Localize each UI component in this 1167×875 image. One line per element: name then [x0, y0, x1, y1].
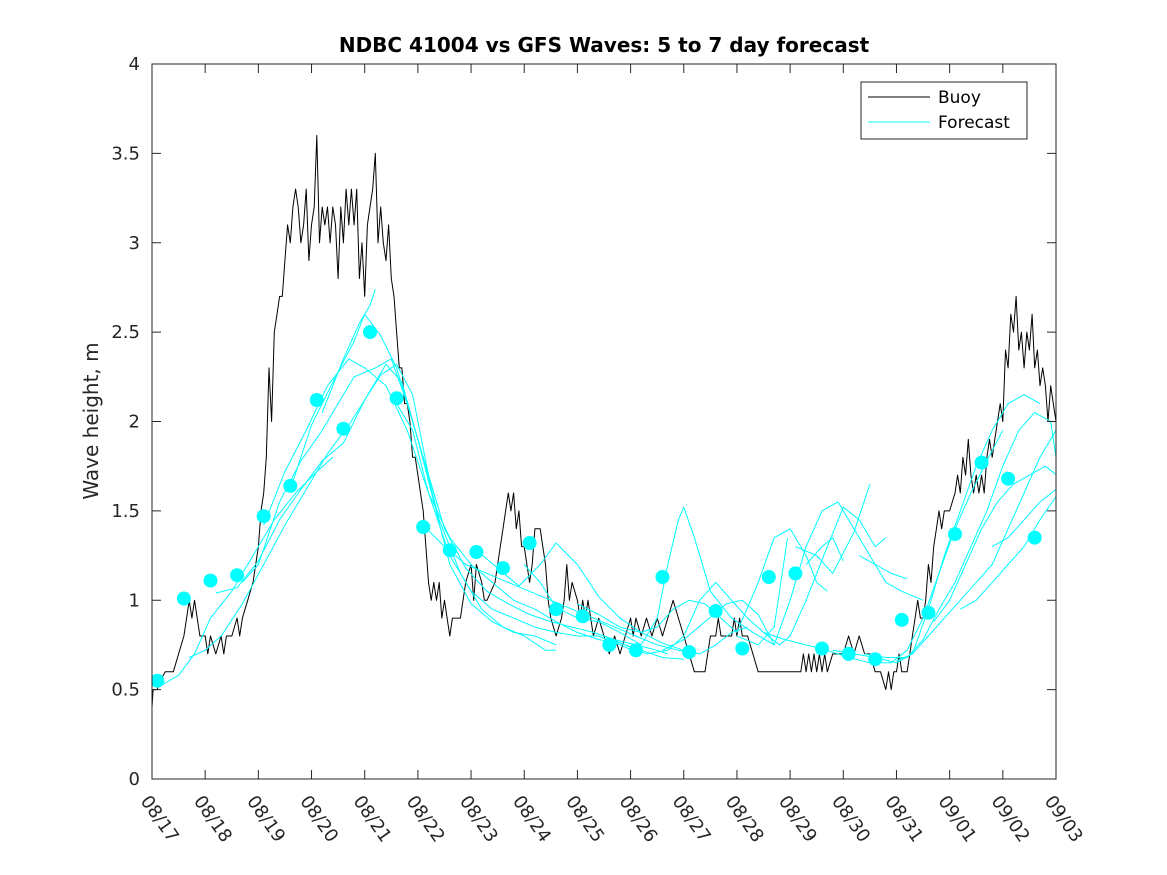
forecast-line-11 [523, 506, 775, 646]
buoy-line [152, 135, 1056, 708]
forecast-marker-21 [708, 604, 723, 618]
buoy-series-layer [152, 135, 1056, 708]
forecast-marker-14 [522, 536, 537, 550]
y-tick-label: 0 [129, 769, 140, 790]
forecast-marker-5 [283, 478, 298, 493]
forecast-marker-1 [176, 591, 191, 606]
legend-buoy-label: Buoy [938, 88, 981, 108]
forecast-marker-16 [575, 609, 590, 624]
legend-forecast-label: Forecast [938, 113, 1010, 133]
y-tick-label: 2.5 [111, 322, 140, 343]
legend: Buoy Forecast [860, 81, 1028, 140]
y-tick-label: 4 [129, 54, 140, 75]
forecast-marker-30 [948, 527, 962, 542]
forecast-line-22 [896, 429, 1056, 662]
forecast-marker-26 [841, 646, 856, 661]
forecast-marker-32 [1001, 471, 1016, 486]
forecast-marker-12 [469, 545, 484, 559]
forecast-line-2 [188, 363, 440, 658]
forecast-marker-6 [309, 393, 324, 407]
y-tick-label: 0.5 [111, 680, 140, 701]
forecast-marker-17 [602, 637, 617, 652]
y-axis-label: Wave height, m [79, 342, 103, 499]
forecast-marker-33 [1027, 530, 1042, 545]
forecast-marker-28 [894, 612, 909, 627]
forecast-line-20 [858, 555, 908, 580]
forecast-marker-27 [868, 652, 883, 667]
plot-area [152, 64, 1056, 779]
forecast-line-15 [736, 537, 788, 646]
forecast-marker-layer [152, 325, 1042, 688]
forecast-marker-31 [974, 455, 989, 470]
forecast-marker-2 [203, 573, 218, 588]
forecast-marker-29 [921, 605, 936, 620]
forecast-marker-13 [496, 561, 510, 576]
legend-box [860, 81, 1028, 140]
forecast-line-17 [795, 483, 871, 574]
forecast-marker-18 [628, 643, 643, 658]
forecast-line-10 [476, 542, 748, 655]
forecast-marker-8 [363, 325, 377, 340]
forecast-marker-25 [815, 641, 829, 656]
y-tick-label: 3.5 [111, 143, 140, 164]
forecast-marker-10 [416, 520, 431, 534]
forecast-marker-7 [336, 421, 351, 436]
y-tick-label: 2 [129, 412, 140, 433]
forecast-marker-0 [152, 673, 165, 688]
forecast-marker-11 [442, 543, 457, 558]
forecast-marker-20 [682, 645, 697, 660]
forecast-marker-9 [389, 391, 404, 406]
forecast-line-18 [763, 430, 1004, 664]
forecast-marker-19 [655, 570, 670, 584]
forecast-marker-23 [761, 570, 776, 584]
forecast-marker-22 [735, 641, 750, 656]
forecast-marker-4 [256, 509, 271, 524]
forecast-line-3 [215, 363, 557, 646]
forecast-line-16 [805, 537, 844, 565]
forecast-marker-15 [549, 602, 564, 617]
y-tick-label: 3 [129, 233, 140, 254]
forecast-line-13 [603, 506, 887, 655]
forecast-line-21 [864, 412, 1056, 658]
forecast-line-23 [933, 465, 1056, 622]
forecast-line-7 [321, 289, 376, 413]
forecast-marker-24 [788, 566, 803, 581]
chart-title: NDBC 41004 vs GFS Waves: 5 to 7 day fore… [339, 33, 870, 57]
forecast-marker-3 [230, 568, 245, 583]
y-tick-label: 1 [129, 590, 140, 611]
forecast-line-25 [991, 488, 1056, 548]
y-tick-label: 1.5 [111, 501, 140, 522]
